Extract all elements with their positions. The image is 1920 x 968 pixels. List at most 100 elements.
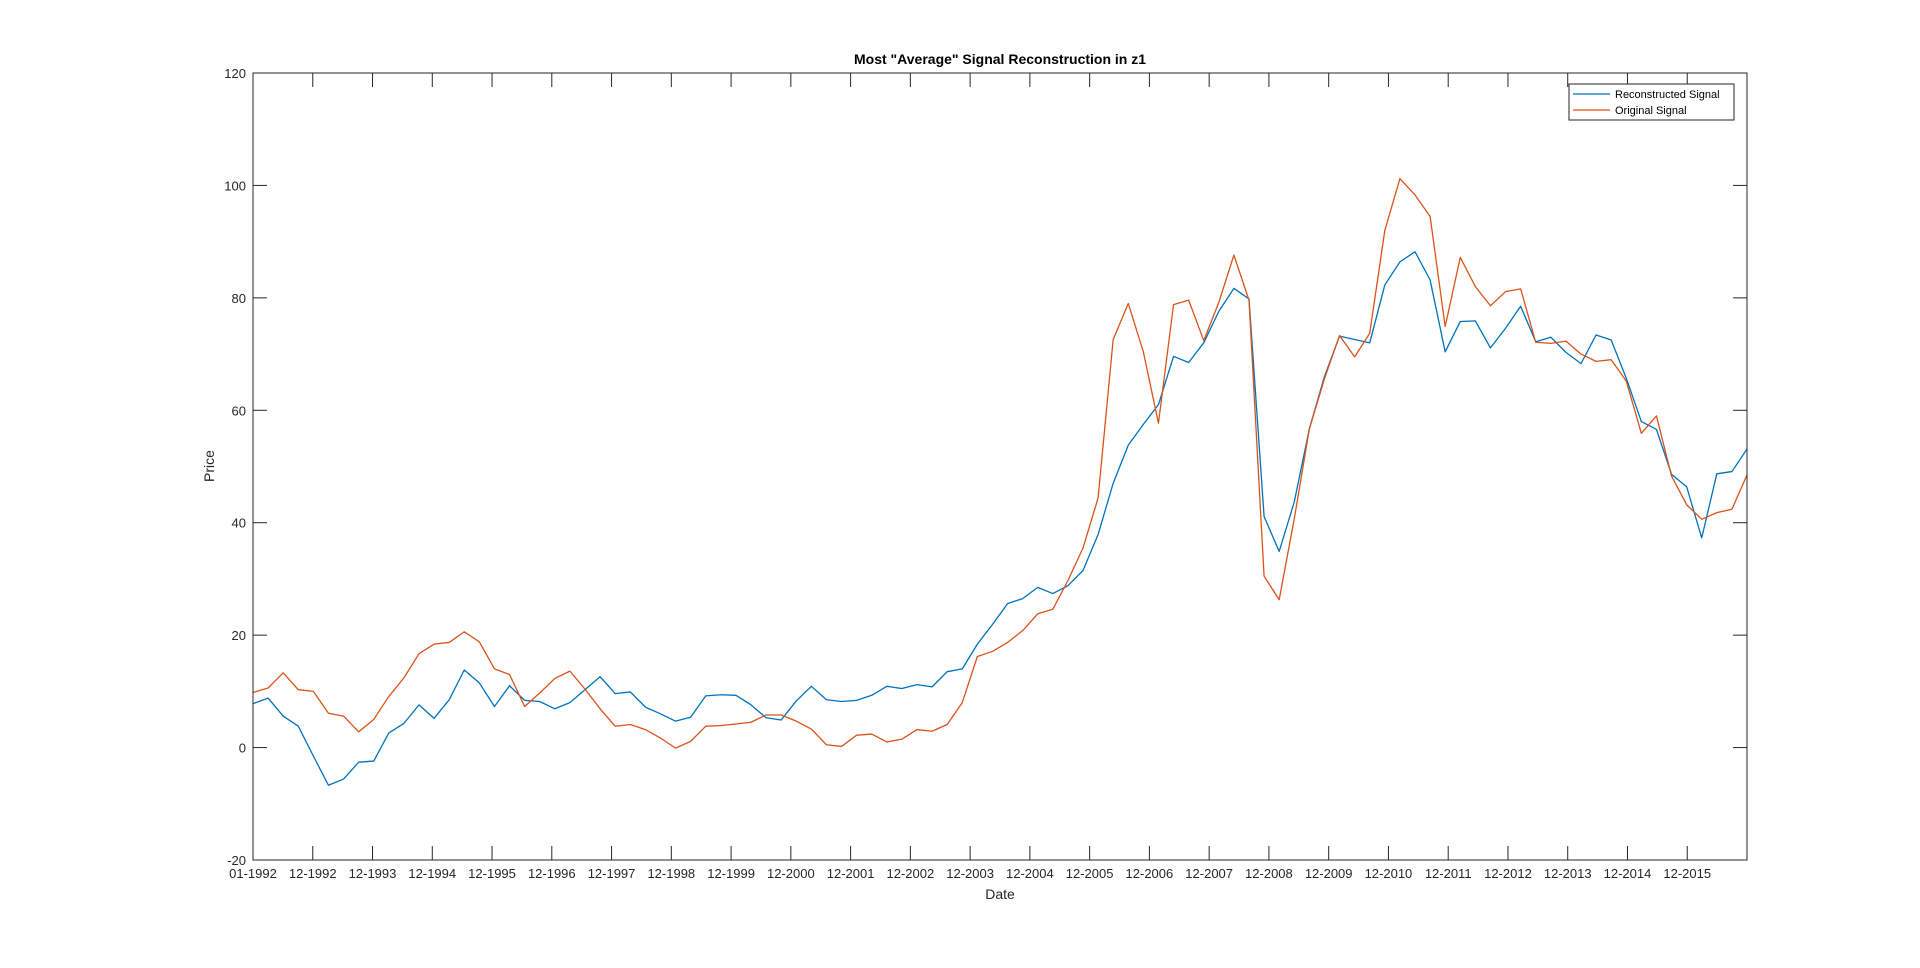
data-point: [1625, 379, 1628, 382]
data-point: [795, 699, 798, 702]
data-point: [614, 692, 617, 695]
data-point: [780, 718, 783, 721]
data-point: [1338, 334, 1341, 337]
axes-box: [252, 72, 1748, 861]
data-point: [885, 685, 888, 688]
x-tick-label: 12-2004: [1006, 866, 1054, 881]
data-point: [448, 641, 451, 644]
data-point: [1398, 177, 1401, 180]
data-point: [1564, 340, 1567, 343]
data-point: [1504, 290, 1507, 293]
data-point: [432, 717, 435, 720]
data-point: [342, 777, 345, 780]
data-point: [1715, 472, 1718, 475]
data-point: [629, 723, 632, 726]
data-point: [327, 712, 330, 715]
data-point: [900, 738, 903, 741]
data-point: [1640, 432, 1643, 435]
data-point: [417, 703, 420, 706]
x-tick-label: 12-1993: [349, 866, 397, 881]
data-point: [282, 671, 285, 674]
chart-title: Most "Average" Signal Reconstruction in …: [854, 51, 1146, 67]
data-point: [1610, 358, 1613, 361]
data-point: [1096, 496, 1099, 499]
data-point: [1444, 350, 1447, 353]
data-point: [327, 784, 330, 787]
data-point: [568, 670, 571, 673]
x-tick-label: 12-1992: [289, 866, 337, 881]
x-tick-label: 12-2011: [1425, 866, 1472, 881]
data-point: [266, 697, 269, 700]
data-point: [991, 650, 994, 653]
data-point: [1640, 420, 1643, 423]
data-point: [1413, 250, 1416, 253]
data-point: [976, 643, 979, 646]
data-point: [734, 694, 737, 697]
data-point: [478, 640, 481, 643]
data-point: [946, 723, 949, 726]
data-point: [1685, 485, 1688, 488]
y-tick-label: 80: [232, 291, 246, 306]
data-point: [946, 670, 949, 673]
y-axis-label: Price: [201, 450, 217, 482]
data-point: [1293, 517, 1296, 520]
data-point: [1021, 597, 1024, 600]
data-point: [840, 745, 843, 748]
data-point: [840, 700, 843, 703]
data-point: [1489, 304, 1492, 307]
data-point: [674, 720, 677, 723]
data-point: [870, 732, 873, 735]
data-point: [1172, 303, 1175, 306]
data-point: [1066, 584, 1069, 587]
data-point: [402, 722, 405, 725]
data-point: [1413, 193, 1416, 196]
data-point: [1700, 518, 1703, 521]
x-tick-label: 12-2015: [1663, 866, 1711, 881]
data-point: [1081, 569, 1084, 572]
data-point: [1157, 422, 1160, 425]
data-point: [1594, 333, 1597, 336]
data-point: [1247, 299, 1250, 302]
data-point: [915, 683, 918, 686]
data-point: [1383, 229, 1386, 232]
data-point: [598, 707, 601, 710]
x-tick-label: 12-1997: [588, 866, 636, 881]
data-point: [1187, 361, 1190, 364]
x-tick-label: 12-2000: [767, 866, 815, 881]
data-point: [930, 730, 933, 733]
data-point: [432, 643, 435, 646]
data-point: [885, 740, 888, 743]
series-original-signal: [252, 177, 1748, 749]
data-point: [1519, 287, 1522, 290]
data-point: [1232, 254, 1235, 257]
x-tick-labels: 01-1992 12-1992 12-1993 12-1994 12-1995 12-19…: [229, 866, 1711, 881]
series-line-original-signal: [252, 178, 1748, 749]
data-point: [1293, 500, 1296, 503]
data-point: [372, 718, 375, 721]
data-point: [1549, 336, 1552, 339]
data-point: [1428, 278, 1431, 281]
data-point: [538, 700, 541, 703]
data-point: [266, 686, 269, 689]
y-tick-label: 20: [232, 628, 246, 643]
data-point: [1096, 533, 1099, 536]
y-tick-label: 40: [232, 516, 246, 531]
data-point: [1112, 338, 1115, 341]
data-point: [1459, 320, 1462, 323]
data-point: [1202, 339, 1205, 342]
data-point: [1670, 474, 1673, 477]
data-point: [1262, 515, 1265, 518]
data-point: [1474, 319, 1477, 322]
data-point: [1278, 598, 1281, 601]
data-point: [1308, 427, 1311, 430]
data-point: [538, 691, 541, 694]
data-point: [1217, 310, 1220, 313]
data-point: [297, 725, 300, 728]
data-point: [976, 655, 979, 658]
data-point: [1368, 341, 1371, 344]
data-point: [1278, 550, 1281, 553]
legend-box: [1568, 83, 1735, 121]
y-tick-label: 0: [239, 741, 246, 756]
data-point: [704, 725, 707, 728]
data-point: [508, 673, 511, 676]
